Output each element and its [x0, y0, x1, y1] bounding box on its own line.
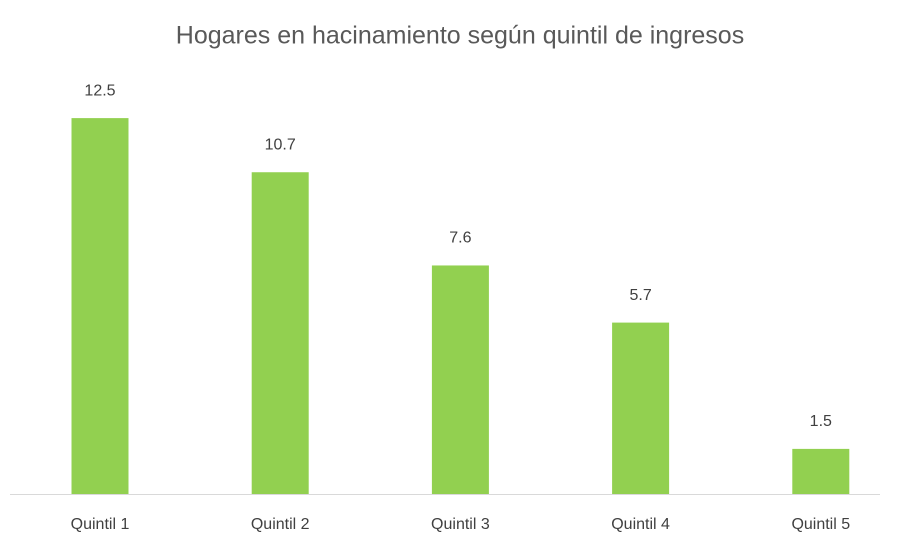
x-tick-label: Quintil 3 — [431, 516, 490, 533]
x-tick-label: Quintil 5 — [791, 516, 850, 533]
data-label: 10.7 — [265, 136, 296, 153]
bar — [612, 322, 670, 494]
data-label: 12.5 — [84, 82, 115, 99]
data-label: 1.5 — [810, 413, 832, 430]
bar — [792, 448, 850, 494]
bar — [251, 172, 309, 494]
bar — [431, 265, 489, 494]
chart-title: Hogares en hacinamiento según quintil de… — [176, 22, 744, 50]
bar — [71, 118, 129, 494]
data-label: 5.7 — [629, 287, 651, 304]
x-tick-label: Quintil 2 — [251, 516, 310, 533]
x-tick-label: Quintil 1 — [71, 516, 130, 533]
x-tick-label: Quintil 4 — [611, 516, 670, 533]
data-label: 7.6 — [449, 230, 471, 247]
